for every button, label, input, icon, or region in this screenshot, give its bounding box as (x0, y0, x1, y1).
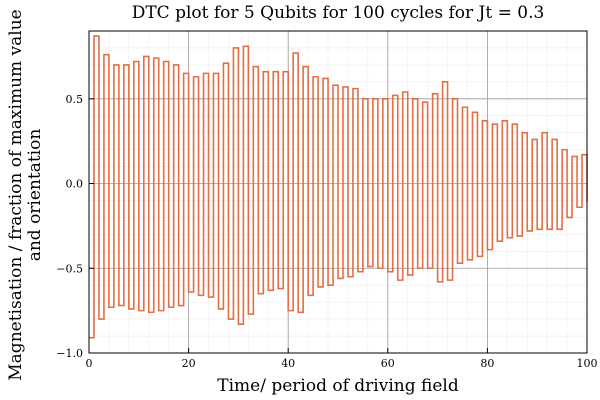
y-tick-label: 0.0 (66, 178, 84, 191)
x-tick-label: 20 (182, 357, 196, 370)
x-tick-label: 60 (381, 357, 395, 370)
x-axis-label: Time/ period of driving field (217, 376, 459, 396)
y-tick-label: 0.5 (66, 93, 84, 106)
chart-title: DTC plot for 5 Qubits for 100 cycles for… (132, 3, 545, 23)
x-tick-label: 40 (281, 357, 295, 370)
y-axis-label-line2: and orientation (25, 129, 45, 262)
y-tick-label: −1.0 (56, 347, 83, 360)
y-axis-ticks: −1.0 −0.5 0.0 0.5 (56, 93, 94, 360)
series-line-magnetisation (89, 35, 588, 339)
x-axis-ticks: 0 20 40 60 80 100 (86, 348, 598, 370)
x-tick-label: 0 (86, 357, 93, 370)
x-tick-label: 80 (480, 357, 494, 370)
y-tick-label: −0.5 (56, 262, 83, 275)
x-tick-label: 100 (577, 357, 598, 370)
y-axis-label-line1: Magnetisation / fraction of maximum valu… (6, 9, 26, 380)
plot-frame (88, 30, 588, 354)
